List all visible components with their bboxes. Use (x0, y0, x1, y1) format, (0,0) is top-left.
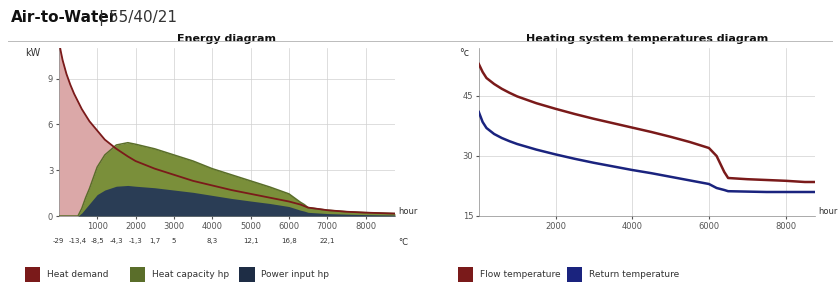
Text: kW: kW (25, 48, 40, 58)
Text: Heat demand: Heat demand (47, 270, 108, 279)
Text: hour: hour (398, 207, 417, 216)
Text: Power input hp: Power input hp (261, 270, 329, 279)
Text: Return temperature: Return temperature (589, 270, 679, 279)
Title: Heating system temperatures diagram: Heating system temperatures diagram (526, 34, 768, 44)
Text: Air-to-Water: Air-to-Water (11, 11, 117, 26)
Text: Heat capacity hp: Heat capacity hp (152, 270, 229, 279)
Text: -29: -29 (53, 238, 65, 244)
Text: hour: hour (818, 207, 837, 216)
Text: -1,3: -1,3 (129, 238, 143, 244)
Text: 22,1: 22,1 (319, 238, 335, 244)
Title: Energy diagram: Energy diagram (177, 34, 276, 44)
Text: 5: 5 (171, 238, 176, 244)
Text: °c: °c (459, 48, 469, 58)
Text: | 55/40/21: | 55/40/21 (99, 11, 177, 26)
Text: 8,3: 8,3 (207, 238, 218, 244)
Text: Flow temperature: Flow temperature (480, 270, 560, 279)
Text: 16,8: 16,8 (281, 238, 297, 244)
Text: -8,5: -8,5 (91, 238, 104, 244)
Text: °C: °C (398, 238, 408, 247)
Text: -13,4: -13,4 (69, 238, 87, 244)
Text: 1,7: 1,7 (149, 238, 160, 244)
Text: -4,3: -4,3 (109, 238, 123, 244)
Text: 12,1: 12,1 (243, 238, 259, 244)
